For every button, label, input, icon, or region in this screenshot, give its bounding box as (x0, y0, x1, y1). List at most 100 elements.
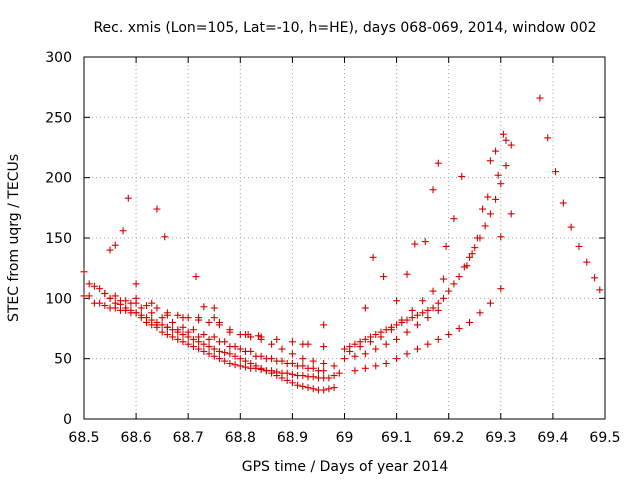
data-point (372, 362, 380, 370)
data-point (497, 180, 505, 188)
data-point (257, 364, 265, 372)
data-point (455, 273, 463, 281)
data-point (252, 362, 260, 370)
data-point (268, 355, 276, 363)
x-tick-label: 69.1 (381, 430, 412, 446)
data-point (268, 369, 276, 377)
data-point (132, 309, 140, 317)
data-point (184, 328, 192, 336)
data-point (231, 352, 239, 360)
data-point (320, 359, 328, 367)
data-point (242, 357, 250, 365)
data-point (304, 384, 312, 392)
data-point (226, 350, 234, 358)
data-point (111, 241, 119, 249)
data-point (330, 372, 338, 380)
data-point (567, 223, 575, 231)
data-point (492, 195, 500, 203)
data-point (283, 369, 291, 377)
data-point (255, 332, 263, 340)
data-point (499, 130, 507, 138)
data-point (479, 205, 487, 213)
data-point (575, 242, 583, 250)
data-point (210, 352, 218, 360)
data-point (486, 157, 494, 165)
data-point (283, 376, 291, 384)
x-axis-label: GPS time / Days of year 2014 (242, 459, 449, 475)
data-point (288, 379, 296, 387)
data-point (189, 326, 197, 334)
data-point (106, 246, 114, 254)
data-point (492, 147, 500, 155)
data-point (351, 367, 359, 375)
data-point (393, 297, 401, 305)
data-point (143, 318, 151, 326)
data-point (419, 309, 427, 317)
data-point (221, 349, 229, 357)
data-point (143, 302, 151, 310)
data-point (153, 321, 161, 329)
data-point (507, 210, 515, 218)
data-point (169, 333, 177, 341)
data-point (174, 311, 182, 319)
data-point (361, 304, 369, 312)
data-point (195, 314, 203, 322)
data-point (351, 352, 359, 360)
data-point (471, 244, 479, 252)
data-point (552, 168, 560, 176)
data-point (205, 343, 213, 351)
data-point (320, 321, 328, 329)
data-point (299, 355, 307, 363)
data-point (341, 345, 348, 353)
data-point (413, 311, 421, 319)
data-point (132, 280, 140, 288)
x-tick-label: 68.8 (225, 430, 256, 446)
data-point (195, 333, 203, 341)
data-point (455, 325, 463, 332)
data-point (273, 372, 281, 380)
data-point (450, 215, 458, 223)
data-point (205, 350, 213, 358)
x-tick-label: 68.7 (173, 430, 204, 446)
data-point (387, 326, 395, 334)
data-point (247, 359, 255, 367)
data-point (413, 345, 421, 353)
chart-title: Rec. xmis (Lon=105, Lat=-10, h=HE), days… (93, 20, 596, 36)
data-point (210, 304, 218, 312)
data-point (424, 314, 432, 322)
data-point (486, 299, 494, 307)
data-point (236, 345, 244, 353)
data-point (158, 328, 166, 336)
data-point (226, 343, 234, 351)
data-point (236, 355, 244, 363)
data-point (429, 304, 437, 312)
data-point (179, 338, 187, 346)
data-point (278, 345, 286, 353)
data-point (361, 350, 369, 358)
data-point (299, 340, 307, 348)
data-point (439, 275, 447, 283)
y-tick-label: 250 (45, 110, 72, 126)
data-point (189, 335, 197, 343)
data-point (393, 321, 401, 329)
data-point (268, 340, 276, 348)
y-tick-label: 50 (54, 352, 72, 368)
data-point (195, 345, 203, 353)
data-point (484, 193, 492, 201)
data-point (210, 314, 218, 322)
data-point (450, 280, 458, 288)
data-point (309, 357, 317, 365)
data-point (361, 364, 369, 372)
data-point (421, 238, 429, 246)
data-point (257, 352, 265, 360)
data-point (148, 299, 156, 307)
data-point (137, 311, 145, 319)
data-point (320, 386, 328, 394)
data-point (288, 338, 296, 346)
data-point (393, 335, 401, 343)
data-point (200, 303, 208, 311)
data-point (544, 134, 552, 142)
data-point (424, 340, 432, 348)
x-tick-label: 69.5 (589, 430, 620, 446)
